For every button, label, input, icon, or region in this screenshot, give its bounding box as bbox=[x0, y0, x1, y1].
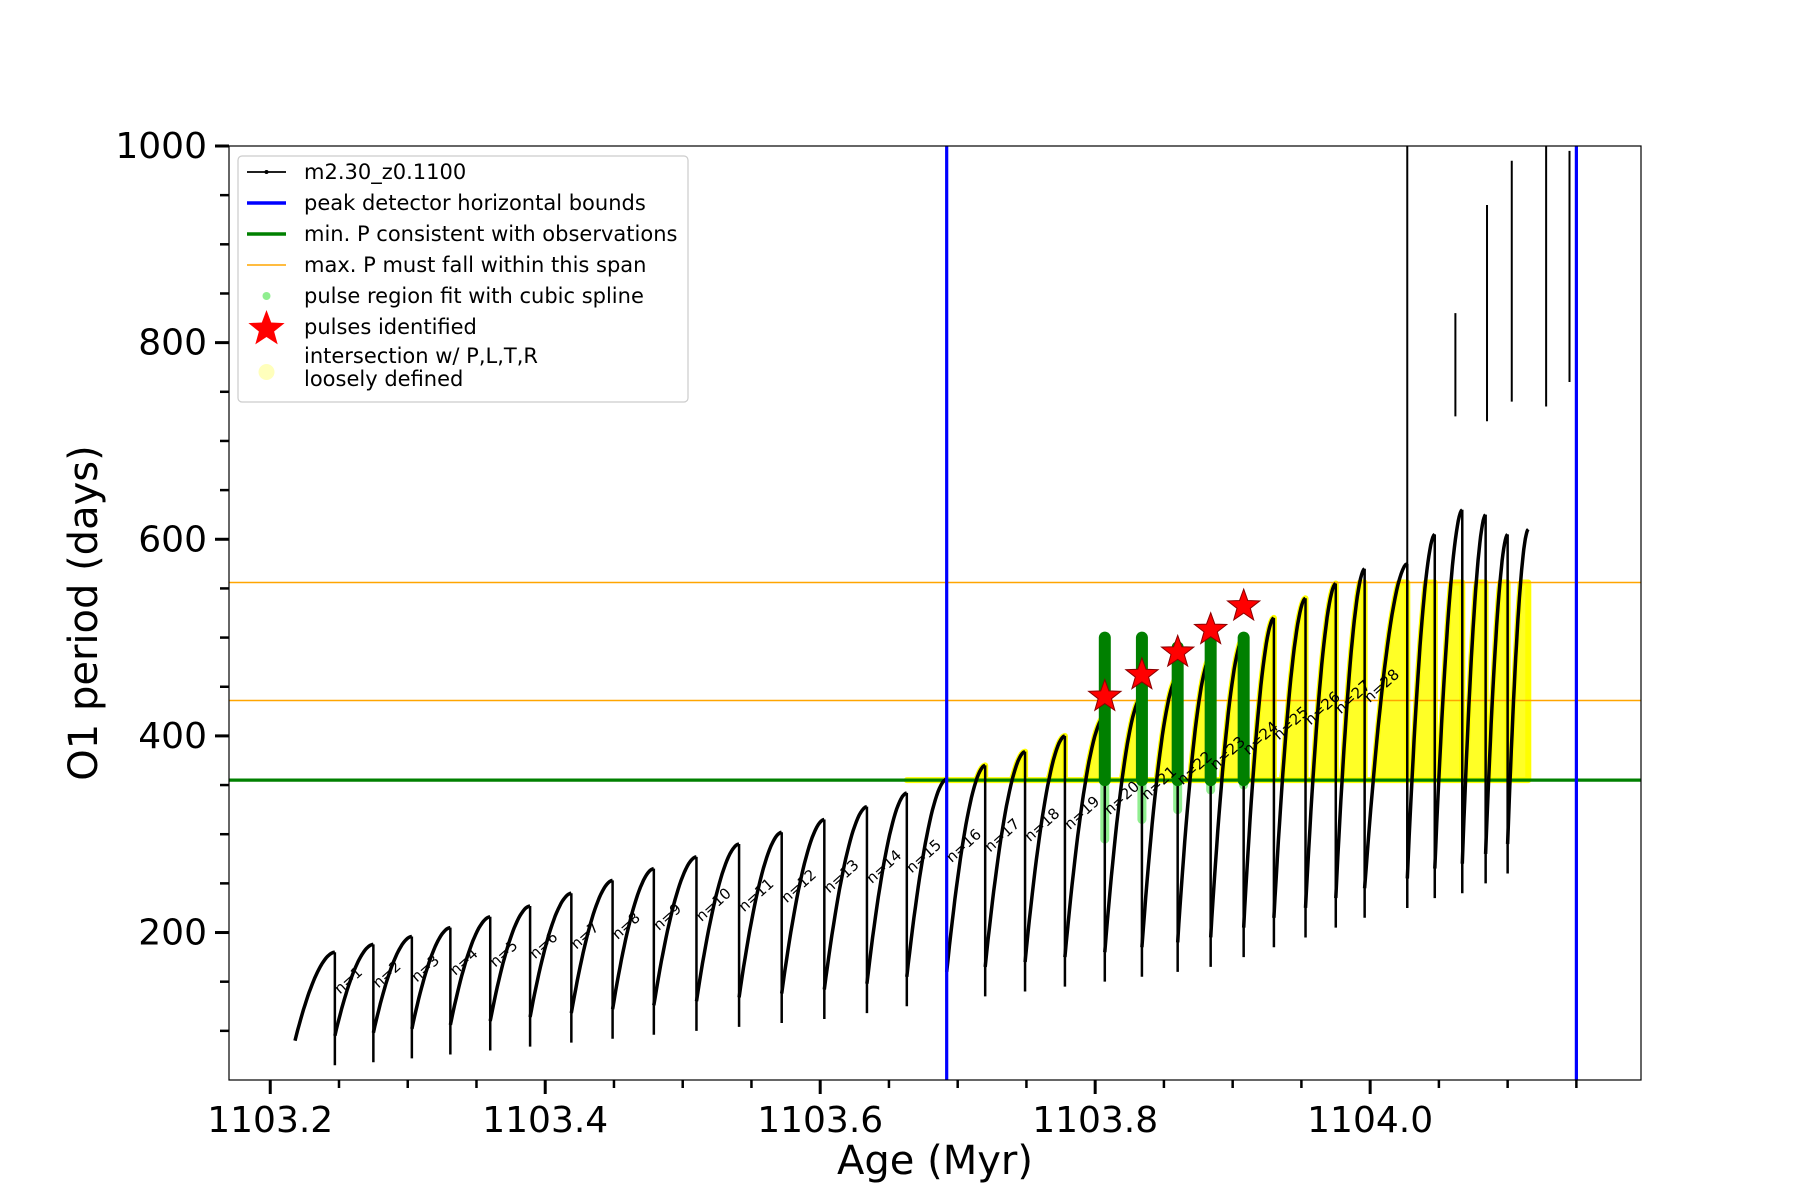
y-axis-title: O1 period (days) bbox=[61, 445, 107, 780]
series-pulse-curve bbox=[1103, 695, 1143, 953]
x-axis-title: Age (Myr) bbox=[837, 1138, 1033, 1184]
series-pulse-curve bbox=[1241, 616, 1275, 928]
series-pulse-curve bbox=[1272, 596, 1307, 918]
series-pulse-curve bbox=[1483, 533, 1509, 854]
x-tick-label: 1103.6 bbox=[757, 1100, 883, 1141]
legend-series-marker bbox=[264, 170, 269, 174]
pulses-identified-layer bbox=[1087, 587, 1262, 712]
legend-box bbox=[237, 155, 689, 403]
x-tick-label: 1104.0 bbox=[1307, 1100, 1433, 1141]
pulse-identified-star bbox=[1160, 633, 1196, 668]
series-pulse-curve bbox=[1303, 582, 1337, 908]
pulse-identified-star bbox=[1087, 678, 1123, 712]
legend-label: m2.30_z0.1100 bbox=[304, 160, 466, 185]
series-pulse-curve bbox=[1433, 508, 1464, 869]
series-pulse-curve bbox=[905, 777, 948, 977]
series-pulse-curve bbox=[983, 749, 1026, 968]
series-pulse-curve bbox=[779, 817, 825, 994]
legend-label: max. P must fall within this span bbox=[304, 253, 646, 277]
series-pulse-curve bbox=[1505, 528, 1530, 845]
series-pulse-curve bbox=[488, 904, 531, 1022]
series-pulse-curve bbox=[694, 842, 740, 1002]
y-tick-label: 200 bbox=[138, 913, 207, 954]
pulse-identified-star bbox=[1226, 587, 1262, 622]
series-pulse-curve bbox=[610, 866, 655, 1010]
x-tick-label: 1103.2 bbox=[207, 1100, 333, 1141]
series-pulse-curve bbox=[822, 805, 868, 990]
series-layer bbox=[293, 146, 1571, 1066]
series-pulse-curve bbox=[448, 915, 491, 1026]
y-tick-label: 600 bbox=[138, 519, 207, 560]
series-pulse-curve bbox=[1362, 562, 1409, 889]
series-pulse-curve bbox=[528, 891, 572, 1018]
series-pulse-curve bbox=[1405, 532, 1436, 879]
series-pulse-curve bbox=[371, 934, 413, 1034]
y-tick-label: 400 bbox=[138, 716, 207, 757]
legend-label: pulse region fit with cubic spline bbox=[304, 284, 644, 308]
pulse-identified-star bbox=[1124, 656, 1160, 690]
legend-star-handle bbox=[248, 310, 285, 345]
series-pulse-curve bbox=[1063, 714, 1106, 958]
series-pulse-curve bbox=[1460, 513, 1487, 864]
series-pulse-curve bbox=[293, 950, 336, 1042]
series-pulse-curve bbox=[865, 791, 908, 984]
legend-label: intersection w/ P,L,T,R bbox=[304, 344, 538, 368]
series-pulse-curve bbox=[737, 830, 783, 998]
series-pulse-curve bbox=[1023, 734, 1066, 963]
x-tick-label: 1103.4 bbox=[482, 1100, 608, 1141]
horizontal-lines-layer bbox=[229, 581, 1641, 782]
legend-label: min. P consistent with observations bbox=[304, 222, 677, 246]
series-pulse-curve bbox=[652, 855, 697, 1006]
series-pulse-curve bbox=[410, 925, 451, 1030]
plot-frame bbox=[228, 145, 1642, 1081]
legend-dot-handle bbox=[262, 292, 271, 300]
legend-label: pulses identified bbox=[304, 315, 477, 339]
series-pulse-curve bbox=[333, 942, 374, 1037]
vertical-lines-layer bbox=[945, 146, 1578, 1080]
y-tick-label: 1000 bbox=[115, 126, 207, 167]
pulse-identified-star bbox=[1193, 611, 1229, 645]
x-tick-label: 1103.8 bbox=[1032, 1100, 1158, 1141]
legend-label: loosely defined bbox=[304, 367, 463, 391]
series-pulse-curve bbox=[944, 763, 986, 973]
axes-layer: 1103.2 1103.4 1103.6 1103.8 1104.0 200 400 600 8… bbox=[115, 126, 1578, 1141]
legend-circle-handle bbox=[258, 364, 275, 380]
series-pulse-curve bbox=[569, 878, 613, 1014]
legend-label: peak detector horizontal bounds bbox=[304, 191, 646, 215]
series-pulse-curve bbox=[1334, 567, 1366, 899]
y-tick-label: 800 bbox=[138, 323, 207, 364]
